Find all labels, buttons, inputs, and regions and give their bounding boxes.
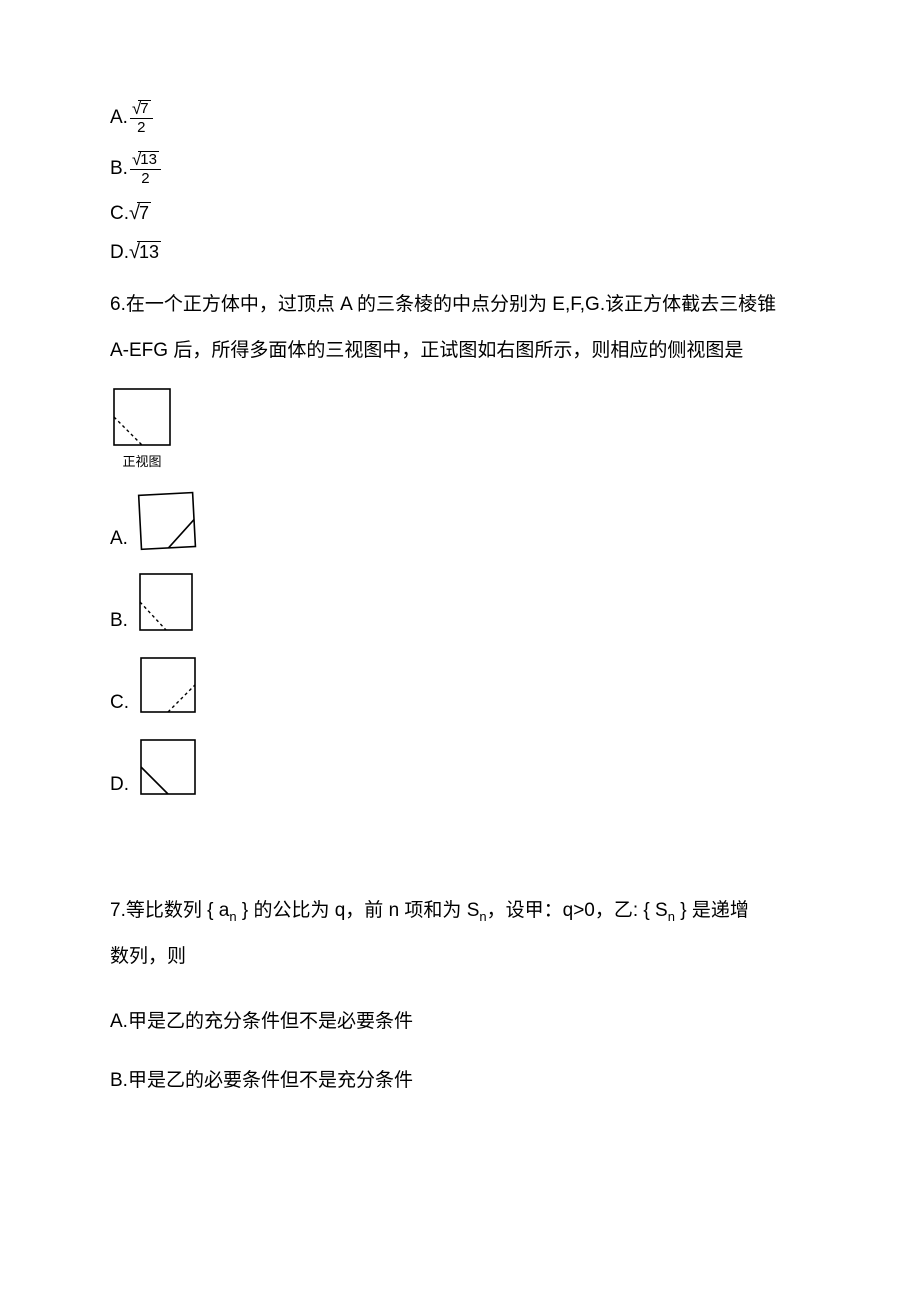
option-label: D.	[110, 242, 129, 264]
fraction: √7 2	[130, 100, 153, 135]
sqrt: √13	[129, 241, 161, 264]
option-label: C.	[110, 203, 129, 225]
q7-line1: 7.等比数列 { an } 的公比为 q，前 n 项和为 Sn，设甲：q>0，乙…	[110, 888, 810, 934]
option-label: C.	[110, 692, 129, 714]
fraction: √13 2	[130, 151, 161, 186]
q5-option-c: C. √7	[110, 202, 810, 225]
option-label: B.	[110, 610, 128, 632]
sqrt: √7	[129, 202, 151, 225]
q5-option-a: A. √7 2	[110, 100, 810, 135]
option-label: D.	[110, 774, 129, 796]
option-b-svg	[134, 570, 198, 634]
option-d-svg	[135, 734, 199, 798]
option-label: A.	[110, 528, 128, 550]
q5-option-b: B. √13 2	[110, 151, 810, 186]
q5-option-d: D. √13	[110, 241, 810, 264]
front-view-svg	[110, 385, 174, 449]
q7-line2: 数列，则	[110, 934, 810, 980]
q6-front-view-figure: 正视图	[110, 385, 810, 470]
front-view-caption: 正视图	[110, 451, 174, 470]
q6-option-b: B.	[110, 570, 810, 634]
q6-text: 6.在一个正方体中，过顶点 A 的三条棱的中点分别为 E,F,G.该正方体截去三…	[110, 282, 810, 373]
q6-line1: 6.在一个正方体中，过顶点 A 的三条棱的中点分别为 E,F,G.该正方体截去三…	[110, 282, 810, 328]
q7-text: 7.等比数列 { an } 的公比为 q，前 n 项和为 Sn，设甲：q>0，乙…	[110, 888, 810, 979]
q6-line2: A-EFG 后，所得多面体的三视图中，正试图如右图所示，则相应的侧视图是	[110, 328, 810, 374]
option-a-svg	[134, 488, 198, 552]
option-label: B.	[110, 158, 128, 180]
q7-option-a: A.甲是乙的充分条件但不是必要条件	[110, 1007, 810, 1037]
option-label: A.	[110, 107, 128, 129]
q6-option-d: D.	[110, 734, 810, 798]
option-c-svg	[135, 652, 199, 716]
q6-option-a: A.	[110, 488, 810, 552]
q6-option-c: C.	[110, 652, 810, 716]
q7-option-b: B.甲是乙的必要条件但不是充分条件	[110, 1066, 810, 1096]
